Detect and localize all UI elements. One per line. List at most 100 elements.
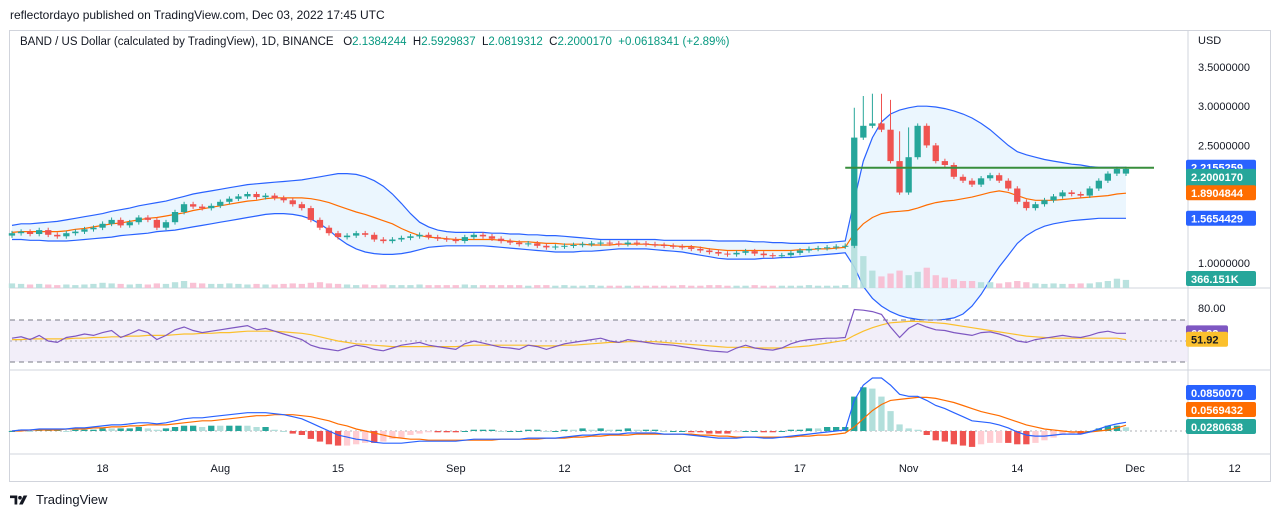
candle-body xyxy=(914,125,921,158)
macd-histogram-bar xyxy=(525,429,532,431)
symbol-title[interactable]: BAND / US Dollar (calculated by TradingV… xyxy=(20,36,334,48)
macd-histogram-bar xyxy=(461,431,468,432)
macd-histogram-bar xyxy=(307,431,314,439)
volume-bar xyxy=(579,285,586,288)
volume-bar xyxy=(63,284,70,288)
candle-body xyxy=(353,233,360,236)
volume-bar xyxy=(1005,282,1012,288)
macd-histogram-bar xyxy=(543,431,550,432)
price-tick-label: 2.5000000 xyxy=(1198,140,1250,152)
macd-histogram-bar xyxy=(190,425,197,431)
volume-bar xyxy=(787,285,794,288)
macd-histogram-bar xyxy=(99,428,106,431)
open-value: 2.1384244 xyxy=(352,36,407,48)
candle-body xyxy=(679,246,686,248)
macd-histogram-bar xyxy=(380,431,387,442)
candle-body xyxy=(923,125,930,146)
candle-body xyxy=(1023,201,1030,209)
macd-histogram-bar xyxy=(805,428,813,431)
macd-histogram-bar xyxy=(488,429,496,431)
macd-histogram-bar xyxy=(325,431,333,445)
macd-histogram-bar xyxy=(235,425,242,431)
candle-body xyxy=(706,250,713,253)
volume-bar xyxy=(516,285,523,288)
volume-bar xyxy=(860,256,867,288)
volume-bar xyxy=(45,284,52,288)
macd-histogram-bar xyxy=(905,428,912,431)
bollinger-basis-line xyxy=(11,190,1127,252)
time-tick-label: Nov xyxy=(899,463,919,475)
candle-body xyxy=(660,245,668,246)
macd-histogram-bar xyxy=(570,429,577,431)
volume-bar xyxy=(289,283,296,288)
volume-bar xyxy=(54,285,61,288)
change-value: +0.0618341 (+2.89%) xyxy=(618,36,730,48)
volume-bar xyxy=(1086,283,1093,288)
candle-body xyxy=(434,237,441,239)
candle-body xyxy=(941,161,948,165)
candle-body xyxy=(597,242,604,244)
candle-body xyxy=(814,248,822,250)
volume-bar xyxy=(17,283,25,288)
candle-body xyxy=(1113,168,1121,174)
rsi-ma-line xyxy=(12,320,1127,349)
candle-body xyxy=(507,241,514,243)
candle-body xyxy=(851,137,858,246)
candle-body xyxy=(651,244,659,246)
candle-body xyxy=(235,196,242,199)
tradingview-logo-icon xyxy=(10,494,28,505)
macd-badge xyxy=(1186,402,1256,417)
macd-histogram-bar xyxy=(126,428,133,431)
macd-histogram-bar xyxy=(389,431,396,439)
volume-bar xyxy=(733,285,740,288)
high-label: H xyxy=(412,36,422,48)
candle-body xyxy=(199,206,206,209)
volume-bar xyxy=(697,285,704,288)
candle-body xyxy=(987,175,994,179)
macd-histogram-bar xyxy=(262,427,269,431)
volume-bar xyxy=(878,276,885,288)
volume-bar xyxy=(561,285,568,288)
macd-histogram-bar xyxy=(950,431,957,445)
candle-body xyxy=(905,157,912,193)
volume-bar xyxy=(36,283,43,288)
volume-bar xyxy=(624,285,631,288)
volume-bar xyxy=(452,285,459,288)
candle-body xyxy=(470,234,477,238)
candle-body xyxy=(126,222,133,226)
volume-bar xyxy=(8,283,16,288)
volume-bar xyxy=(280,283,287,288)
volume-bar xyxy=(434,285,441,288)
volume-bar xyxy=(633,285,641,288)
candle-body xyxy=(624,242,631,245)
candle-body xyxy=(715,252,722,254)
footer-brand-text[interactable]: TradingView xyxy=(36,492,108,507)
price-badge-text: 1.5654429 xyxy=(1191,214,1243,226)
volume-bar xyxy=(651,285,659,288)
volume-bar xyxy=(90,283,97,288)
macd-histogram-bar xyxy=(516,431,523,432)
candle-body xyxy=(479,234,487,237)
volume-bar xyxy=(72,285,79,288)
macd-histogram-bar xyxy=(552,431,559,432)
volume-bar xyxy=(814,285,822,288)
volume-bar xyxy=(851,235,858,288)
candle-body xyxy=(968,180,976,185)
time-tick-label: Aug xyxy=(211,463,231,475)
macd-histogram-bar xyxy=(914,429,921,431)
macd-histogram-bar xyxy=(479,429,487,431)
volume-bar xyxy=(896,270,903,288)
close-label: C xyxy=(549,36,558,48)
volume-bar xyxy=(959,281,967,288)
candle-body xyxy=(760,253,767,256)
volume-bar xyxy=(1068,283,1075,288)
volume-bar xyxy=(461,284,468,288)
macd-histogram-bar xyxy=(561,429,568,431)
time-tick-label: 15 xyxy=(332,463,344,475)
candle-body xyxy=(977,178,985,185)
volume-bar xyxy=(597,285,604,288)
volume-bar xyxy=(570,285,577,288)
candle-body xyxy=(26,231,34,234)
macd-histogram-bar xyxy=(597,428,604,431)
